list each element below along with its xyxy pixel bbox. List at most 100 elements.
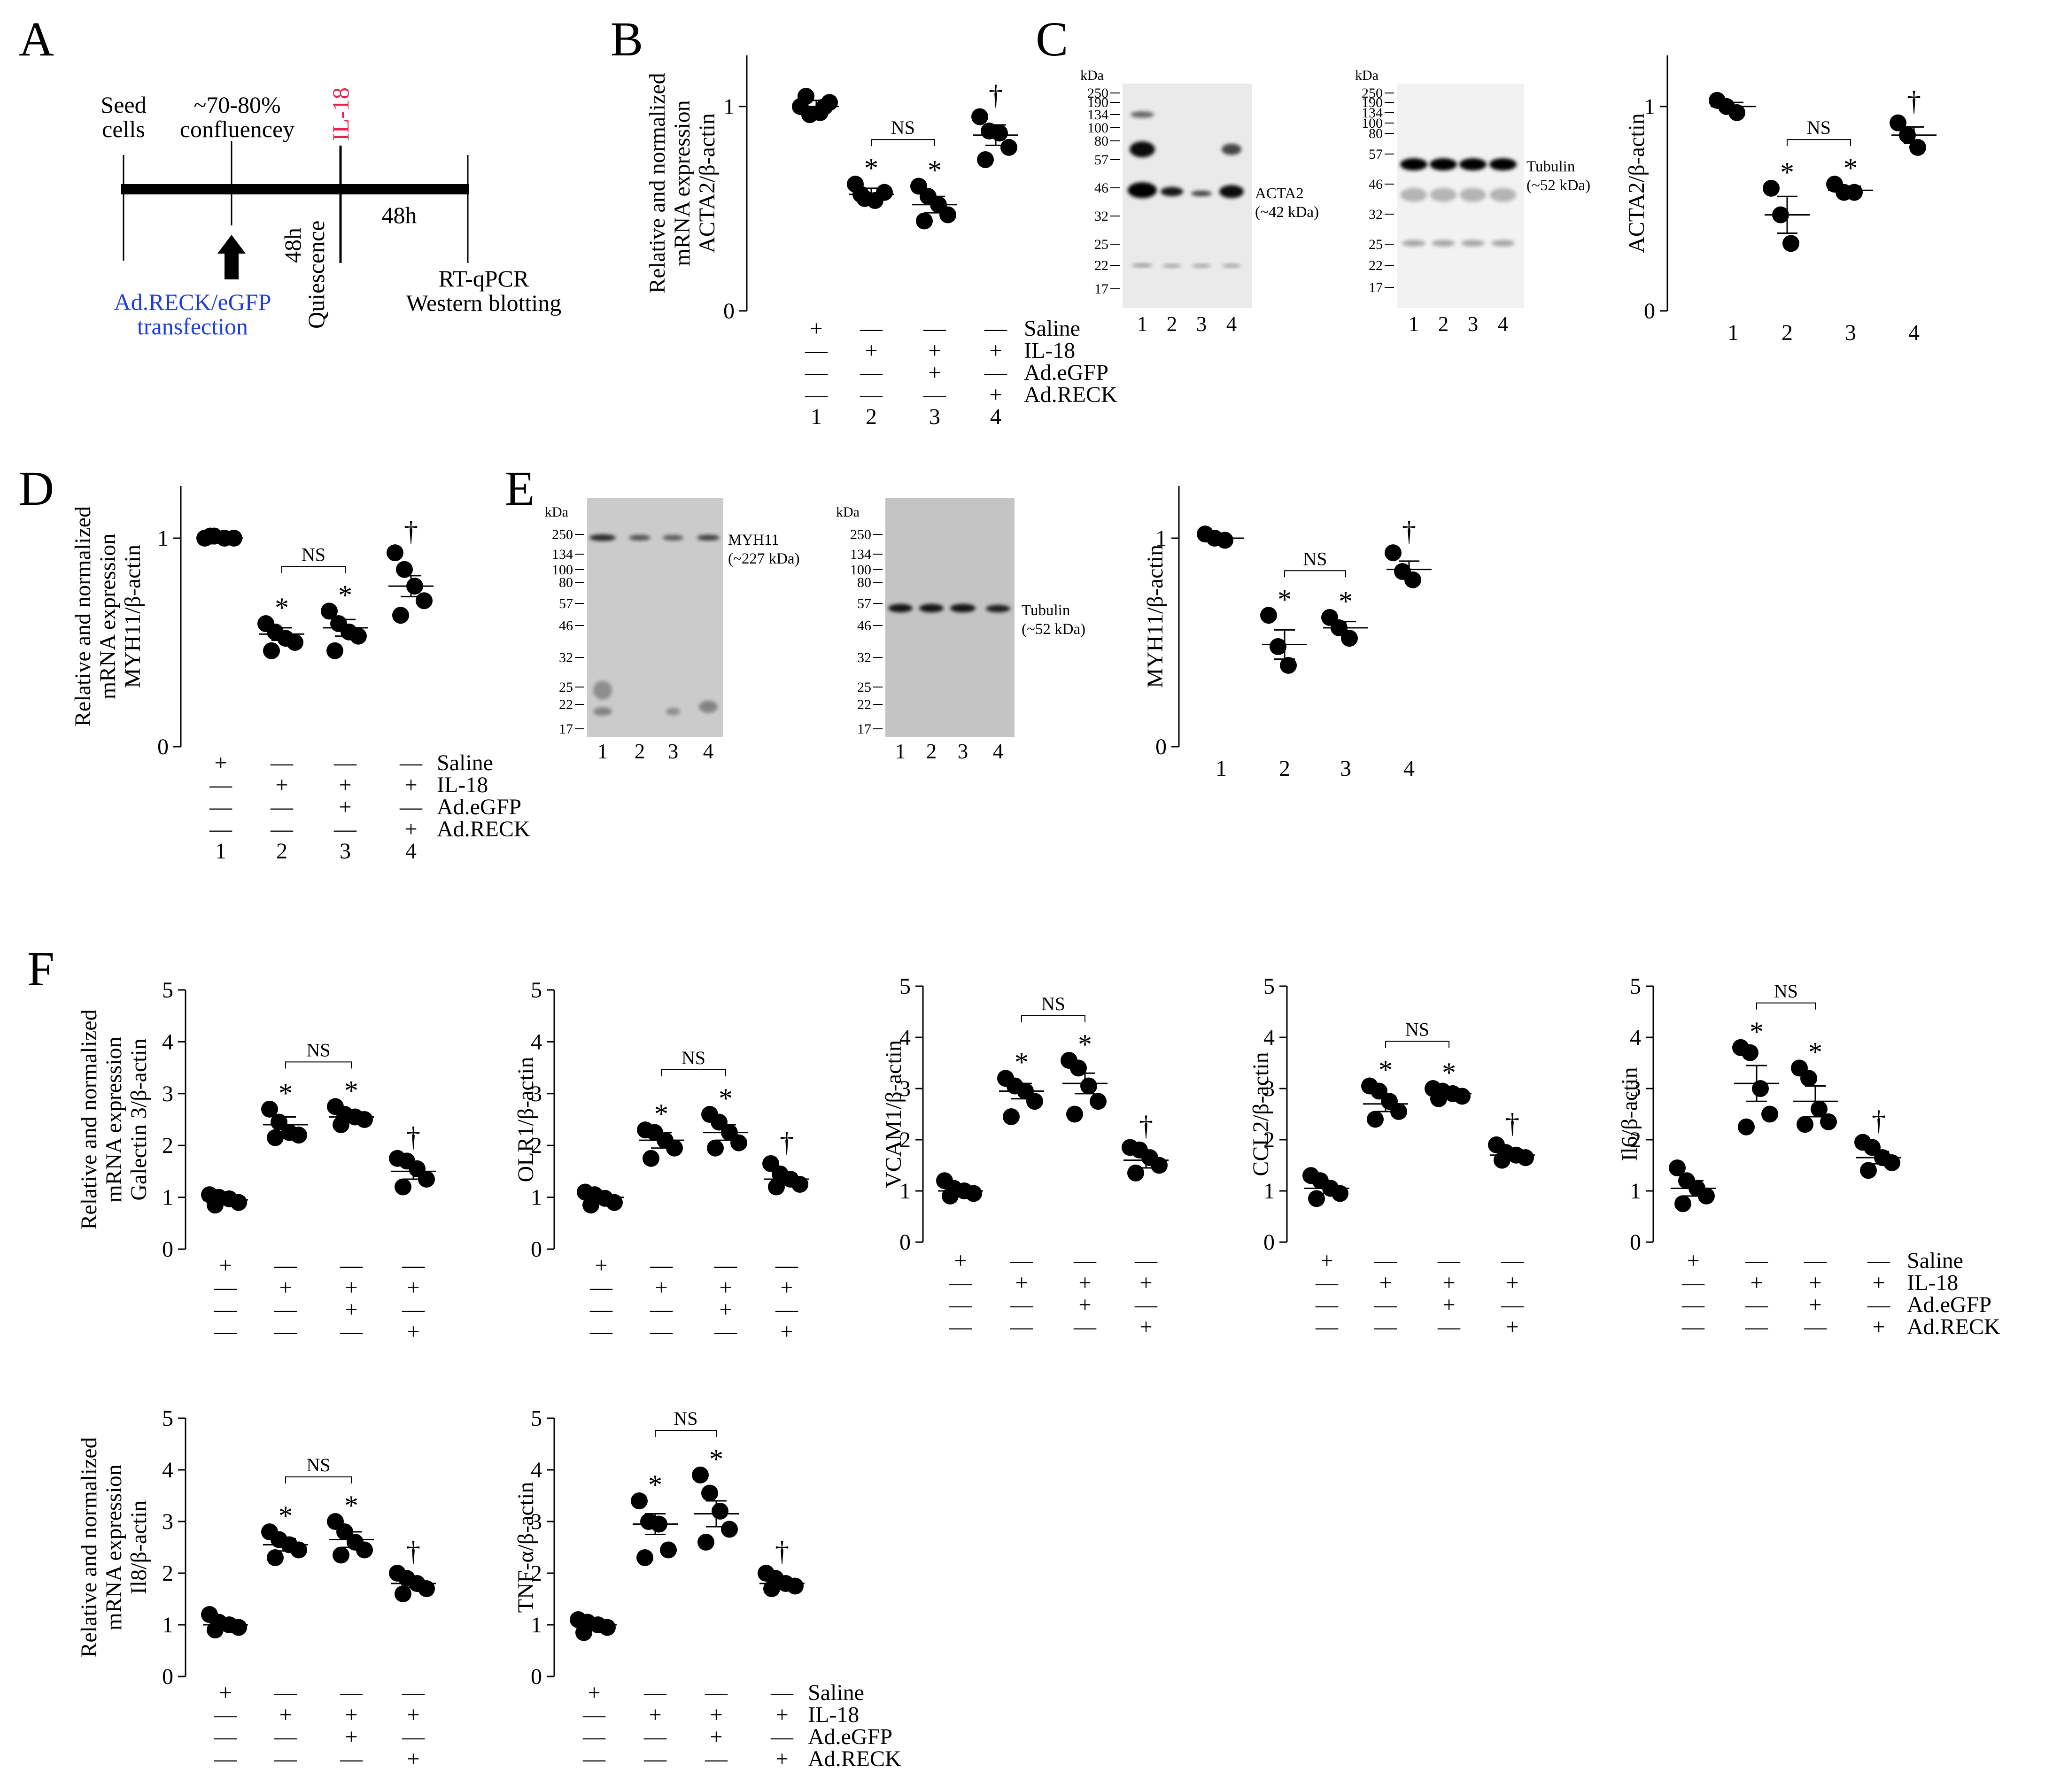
wb-tub1-band: [1461, 240, 1485, 247]
wb-tubulin-2-lane-3: 3: [958, 740, 968, 763]
treatment-sign: +: [345, 1297, 357, 1322]
data-point: [333, 1546, 349, 1564]
treatment-sign: —: [1315, 1314, 1339, 1339]
treatment-sign: —: [340, 1319, 363, 1344]
y-axis-label: Il6/β-actin: [1617, 1067, 1642, 1161]
treatment-sign: —: [984, 360, 1007, 385]
y-tick-label: 4: [162, 1029, 173, 1054]
significance-star: *: [1844, 153, 1858, 184]
data-point: [876, 184, 893, 201]
wb-tub1-band: [1400, 158, 1427, 170]
data-point: [1151, 1157, 1168, 1174]
wb-myh11-kda-title: kDa: [545, 504, 568, 520]
ns-bracket: [281, 566, 346, 573]
data-point: [207, 1197, 224, 1214]
data-point: [631, 1492, 648, 1509]
treatment-name: Ad.RECK: [1907, 1314, 2000, 1339]
y-tick-label: 4: [1263, 1025, 1275, 1050]
wb-tub1-band: [1401, 188, 1427, 202]
chart-f6: 0 1 2 3 4 5 Relative and normalized mRNA expres…: [77, 1406, 436, 1771]
x-group-label: 1: [1216, 756, 1227, 781]
treatment-sign: +: [279, 1702, 292, 1727]
wb-tubulin-2-protein-label: Tubulin: [1022, 602, 1070, 619]
treatment-sign: —: [805, 360, 828, 385]
data-point: [730, 1134, 747, 1151]
treatment-sign: +: [780, 1275, 793, 1300]
group-number: 2: [276, 839, 287, 864]
data-point: [418, 1580, 435, 1597]
wb-acta2-protein-label: ACTA2: [1255, 185, 1304, 202]
y-tick-label: 1: [1630, 1179, 1641, 1204]
treatment-sign: +: [1078, 1292, 1091, 1317]
y-axis-label: MYH11/β-actin: [1143, 545, 1168, 688]
treatment-sign: +: [1139, 1270, 1152, 1295]
data-point: [267, 1129, 284, 1146]
data-point: [712, 1503, 728, 1520]
significance-dagger: †: [1907, 86, 1921, 117]
data-point: [768, 1178, 785, 1196]
data-point: [1909, 139, 1926, 156]
treatment-sign: +: [1442, 1270, 1455, 1295]
data-point: [1127, 1164, 1144, 1182]
treatment-sign: —: [1681, 1292, 1705, 1317]
treatment-sign: —: [1374, 1292, 1397, 1317]
treatment-sign: +: [345, 1724, 357, 1749]
significance-star: *: [1750, 1016, 1764, 1047]
wb-tub2-band: [888, 604, 913, 612]
data-point: [1270, 638, 1286, 655]
treatment-sign: —: [582, 1702, 606, 1727]
y-tick-label: 1: [531, 1185, 542, 1210]
data-point: [287, 634, 303, 651]
wb-tub1-marker-250: 250: [1362, 85, 1383, 101]
treatment-sign: —: [1804, 1248, 1827, 1273]
data-point: [791, 1176, 808, 1193]
wb-acta2-marker-22: 22: [1094, 258, 1108, 273]
data-point: [356, 1541, 373, 1559]
wb-tub1-marker-22: 22: [1369, 258, 1383, 273]
treatment-sign: —: [274, 1724, 297, 1749]
treatment-sign: —: [1681, 1270, 1705, 1295]
treatment-sign: —: [214, 1275, 237, 1300]
data-point: [798, 88, 814, 105]
treatment-sign: +: [1872, 1314, 1885, 1339]
wb-myh11-membrane: [587, 498, 723, 737]
treatment-sign: —: [402, 1253, 425, 1278]
wb-tub2-marker-134: 134: [850, 547, 871, 562]
ns-bracket: [285, 1476, 352, 1483]
y-axis-label: mRNA expression: [101, 1464, 126, 1630]
treatment-sign: —: [1501, 1292, 1524, 1317]
ns-label: NS: [302, 544, 325, 565]
y-axis-label: VCAM1/β-actin: [881, 1040, 906, 1188]
data-point: [1674, 1195, 1691, 1213]
treatment-sign: —: [274, 1253, 297, 1278]
treatment-sign: —: [984, 316, 1007, 341]
y-tick-label: 5: [531, 1406, 542, 1431]
treatment-name: Ad.RECK: [1024, 382, 1117, 407]
treatment-sign: +: [219, 1253, 232, 1278]
treatment-name: IL-18: [1907, 1270, 1958, 1295]
y-tick-label: 0: [899, 1230, 911, 1255]
wb-acta2-band: [1222, 264, 1241, 268]
treatment-sign: —: [402, 1297, 425, 1322]
wb-tub1-band: [1430, 158, 1457, 170]
data-point: [1820, 1113, 1837, 1130]
ns-label: NS: [306, 1454, 330, 1475]
y-axis-label: TNF-α/β-actin: [513, 1482, 538, 1613]
wb-tub2-band: [919, 604, 944, 612]
wb-tub2-marker-100: 100: [850, 562, 871, 578]
treatment-name: Ad.RECK: [808, 1746, 901, 1771]
treatment-sign: +: [1809, 1292, 1821, 1317]
treatment-sign: +: [345, 1702, 357, 1727]
treatment-sign: +: [214, 750, 227, 775]
timeline-assay-line2: Western blotting: [406, 290, 562, 316]
treatment-name: Ad.eGFP: [1907, 1292, 1991, 1317]
data-point: [711, 1113, 728, 1131]
significance-star: *: [1278, 584, 1292, 615]
wb-myh11-band: [629, 535, 651, 541]
treatment-sign: —: [1437, 1314, 1461, 1339]
timeline-bar: [121, 184, 469, 194]
